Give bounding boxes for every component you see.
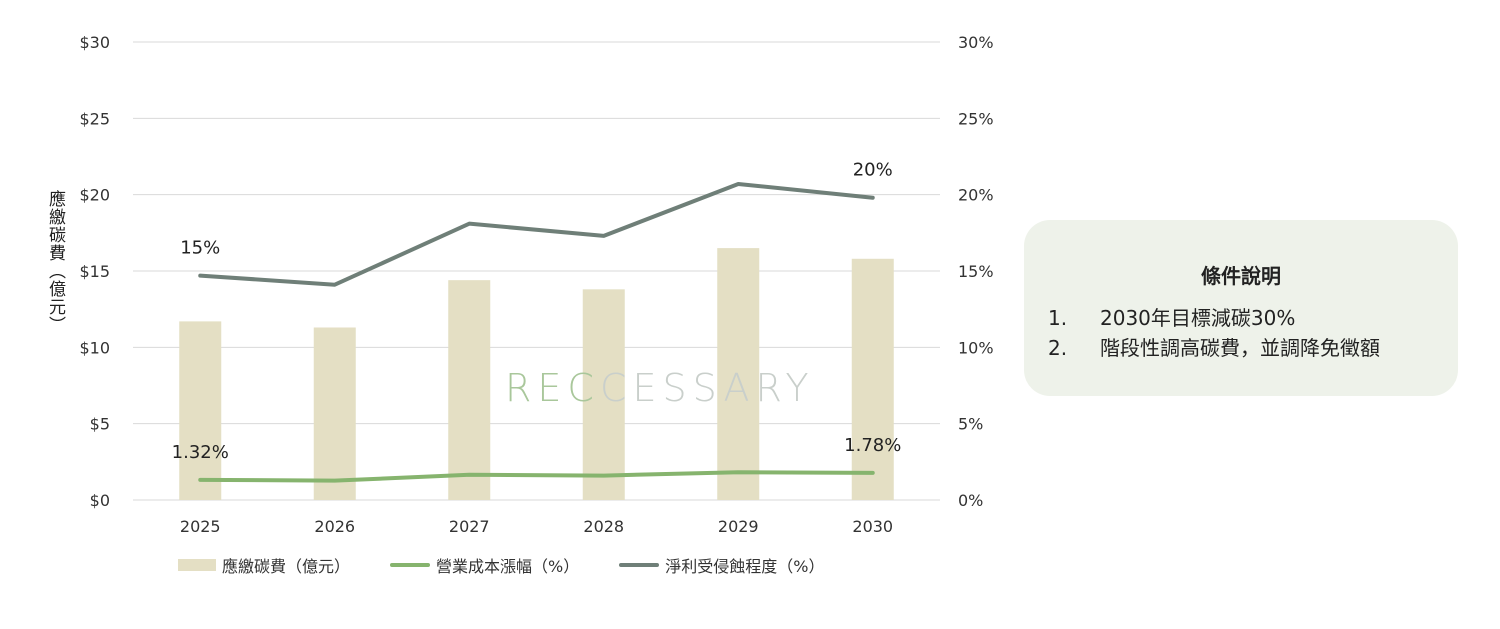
x-tick-label: 2026 [314, 517, 355, 536]
cost-increase-line [198, 470, 875, 483]
x-tick-label: 2027 [449, 517, 490, 536]
legend-swatch-profit [619, 563, 660, 567]
note-item-number: 2. [1048, 336, 1068, 360]
note-item: 1. 2030年目標減碳30% [1048, 303, 1434, 333]
bar [313, 327, 356, 500]
data-label: 20% [853, 160, 893, 181]
bar [448, 280, 491, 500]
bar [582, 289, 625, 500]
y-left-tick-label: $25 [79, 109, 110, 128]
chart-canvas: $0 $5 $10 $15 $20 $25 $30 0% 5% 10% 15% 20% 25% 30% 20… [79, 33, 994, 536]
watermark-part-gray: CESSARY [599, 366, 815, 410]
data-label: 1.32% [172, 442, 229, 463]
legend-swatch-bar [178, 559, 216, 571]
y-left-tick-label: $20 [79, 186, 110, 205]
y-right-tick-label: 25% [958, 109, 994, 128]
y-right-tick-label: 15% [958, 262, 994, 281]
y-left-tick-label: $30 [79, 33, 110, 52]
conditions-note: 條件說明 1. 2030年目標減碳30% 2. 階段性調高碳費，並調降免徵額 [1024, 220, 1458, 396]
note-item: 2. 階段性調高碳費，並調降免徵額 [1048, 333, 1434, 363]
data-label: 1.78% [844, 435, 901, 456]
bar [717, 248, 760, 500]
bar [179, 321, 222, 500]
y-left-tick-label: $0 [90, 491, 110, 510]
legend-label-bar: 應繳碳費（億元） [222, 557, 351, 576]
note-item-text: 2030年目標減碳30% [1100, 306, 1296, 330]
watermark-part-green: REC [505, 366, 600, 410]
y-right-tick-label: 5% [958, 415, 983, 434]
y-right-tick-label: 0% [958, 491, 983, 510]
x-tick-label: 2029 [718, 517, 759, 536]
y-right-tick-label: 30% [958, 33, 994, 52]
legend-item-bar: 應繳碳費（億元） [178, 553, 350, 577]
y-right-tick-label: 20% [958, 186, 994, 205]
chart-legend: 應繳碳費（億元） 營業成本漲幅（%） 淨利受侵蝕程度（%） [178, 553, 864, 577]
note-item-text: 階段性調高碳費，並調降免徵額 [1100, 336, 1380, 360]
y-left-tick-label: $15 [79, 262, 110, 281]
legend-label-cost: 營業成本漲幅（%） [436, 557, 580, 576]
watermark-logo: RECCESSARY [505, 366, 815, 410]
legend-item-cost: 營業成本漲幅（%） [390, 553, 579, 577]
y-left-tick-label: $10 [79, 338, 110, 357]
y-right-tick-label: 10% [958, 338, 994, 357]
x-tick-label: 2028 [583, 517, 624, 536]
legend-item-profit: 淨利受侵蝕程度（%） [619, 553, 824, 577]
data-label: 15% [180, 238, 220, 259]
x-tick-label: 2030 [852, 517, 893, 536]
legend-label-profit: 淨利受侵蝕程度（%） [665, 557, 825, 576]
note-title: 條件說明 [1201, 264, 1281, 288]
y-axis-title: 應繳碳費（億元） [45, 190, 65, 334]
legend-swatch-cost [390, 563, 431, 567]
note-item-number: 1. [1048, 306, 1068, 330]
y-left-tick-label: $5 [90, 415, 110, 434]
x-tick-label: 2025 [180, 517, 221, 536]
profit-erosion-line [198, 181, 875, 287]
bar [851, 258, 894, 500]
